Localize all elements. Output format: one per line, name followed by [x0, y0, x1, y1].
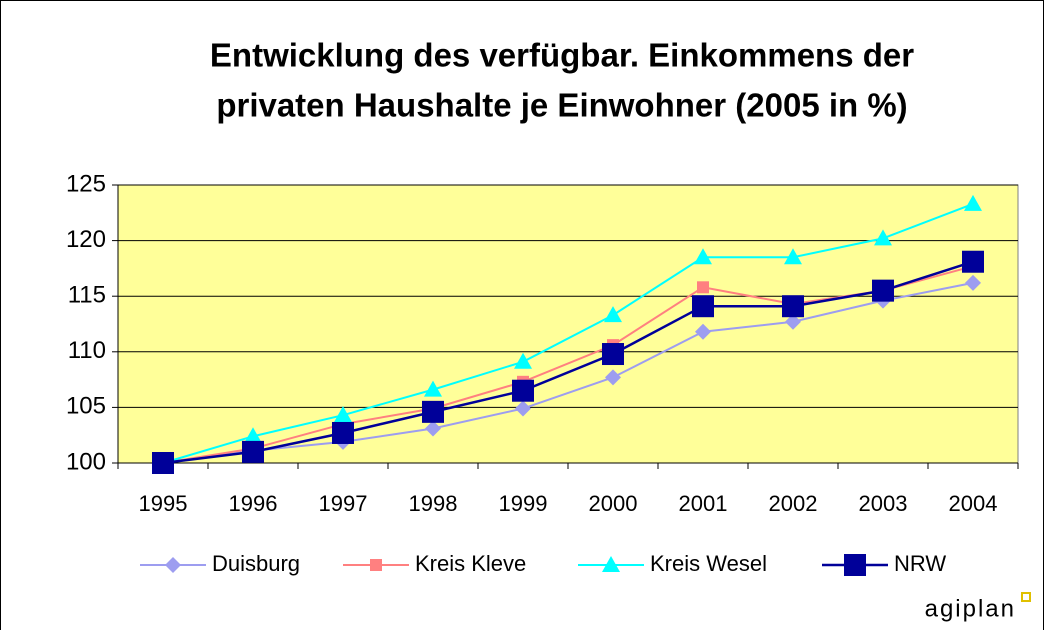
y-tick-label: 125 — [66, 170, 106, 197]
y-tick-label: 105 — [66, 393, 106, 420]
data-point — [872, 279, 894, 302]
series-line — [162, 281, 974, 464]
series-line — [162, 260, 974, 465]
chart-title: privaten Haushalte je Einwohner (2005 in… — [216, 87, 907, 124]
data-point — [874, 229, 892, 246]
data-point — [425, 420, 441, 437]
y-tick-label: 110 — [68, 337, 106, 364]
data-point — [784, 248, 802, 265]
data-point — [964, 194, 982, 211]
legend-label: NRW — [894, 551, 946, 576]
y-tick-label: 100 — [66, 448, 106, 475]
y-tick-label: 120 — [66, 226, 106, 253]
plot-area — [117, 184, 1019, 464]
data-point — [152, 452, 174, 474]
x-tick-label: 2000 — [589, 491, 638, 516]
data-point — [962, 250, 984, 273]
x-tick-label: 1996 — [229, 491, 278, 516]
x-tick-label: 2001 — [679, 491, 728, 516]
data-point — [605, 369, 621, 386]
legend-marker — [165, 557, 181, 573]
data-point — [422, 400, 444, 423]
data-point — [515, 400, 531, 417]
x-tick-label: 2003 — [859, 491, 908, 516]
data-point — [424, 380, 442, 397]
brand-logo: agiplan — [925, 595, 1016, 622]
legend-label: Duisburg — [212, 551, 300, 576]
series-line — [162, 202, 974, 464]
data-point — [512, 379, 534, 402]
data-point — [602, 343, 624, 366]
data-point — [697, 281, 709, 294]
legend-marker — [602, 556, 620, 572]
data-point — [334, 406, 352, 423]
data-point — [242, 440, 264, 463]
data-point — [965, 274, 981, 291]
data-point — [604, 306, 622, 323]
x-tick-label: 2002 — [769, 491, 818, 516]
legend-label: Kreis Wesel — [650, 551, 767, 576]
data-point — [514, 352, 532, 369]
data-point — [332, 421, 354, 444]
data-point — [782, 295, 804, 318]
brand-mark — [1021, 592, 1031, 602]
legend-marker — [844, 554, 866, 576]
x-tick-label: 1997 — [319, 491, 368, 516]
data-point — [695, 323, 711, 340]
legend-marker — [370, 559, 382, 571]
x-tick-label: 1998 — [409, 491, 458, 516]
chart-title: Entwicklung des verfügbar. Einkommens de… — [210, 37, 914, 74]
x-tick-label: 1999 — [499, 491, 548, 516]
data-point — [785, 313, 801, 330]
y-tick-label: 115 — [68, 282, 106, 309]
data-point — [694, 248, 712, 265]
x-tick-label: 1995 — [139, 491, 188, 516]
legend-label: Kreis Kleve — [415, 551, 526, 576]
data-point — [692, 295, 714, 318]
x-tick-label: 2004 — [949, 491, 998, 516]
data-point — [244, 427, 262, 444]
